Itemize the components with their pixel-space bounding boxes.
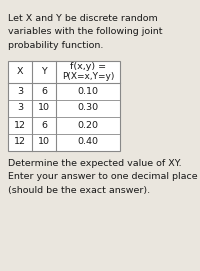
Text: Let X and Y be discrete random: Let X and Y be discrete random bbox=[8, 14, 158, 23]
Text: 0.20: 0.20 bbox=[78, 121, 98, 130]
Text: f(x,y) =: f(x,y) = bbox=[70, 62, 106, 71]
Text: 12: 12 bbox=[14, 121, 26, 130]
Text: 0.40: 0.40 bbox=[78, 137, 98, 147]
Bar bbox=[8, 60, 120, 150]
Text: 6: 6 bbox=[41, 121, 47, 130]
Text: Determine the expected value of XY.: Determine the expected value of XY. bbox=[8, 159, 182, 167]
Text: 0.30: 0.30 bbox=[77, 104, 99, 112]
Text: probability function.: probability function. bbox=[8, 41, 103, 50]
Text: Y: Y bbox=[41, 67, 47, 76]
Text: 10: 10 bbox=[38, 137, 50, 147]
Text: 0.10: 0.10 bbox=[78, 86, 98, 95]
Text: 3: 3 bbox=[17, 104, 23, 112]
Text: X: X bbox=[17, 67, 23, 76]
Text: P(X=x,Y=y): P(X=x,Y=y) bbox=[62, 72, 114, 81]
Text: variables with the following joint: variables with the following joint bbox=[8, 27, 162, 37]
Text: Enter your answer to one decimal place: Enter your answer to one decimal place bbox=[8, 172, 198, 181]
Text: (should be the exact answer).: (should be the exact answer). bbox=[8, 186, 150, 195]
Text: 10: 10 bbox=[38, 104, 50, 112]
Text: 6: 6 bbox=[41, 86, 47, 95]
Text: 12: 12 bbox=[14, 137, 26, 147]
Text: 3: 3 bbox=[17, 86, 23, 95]
